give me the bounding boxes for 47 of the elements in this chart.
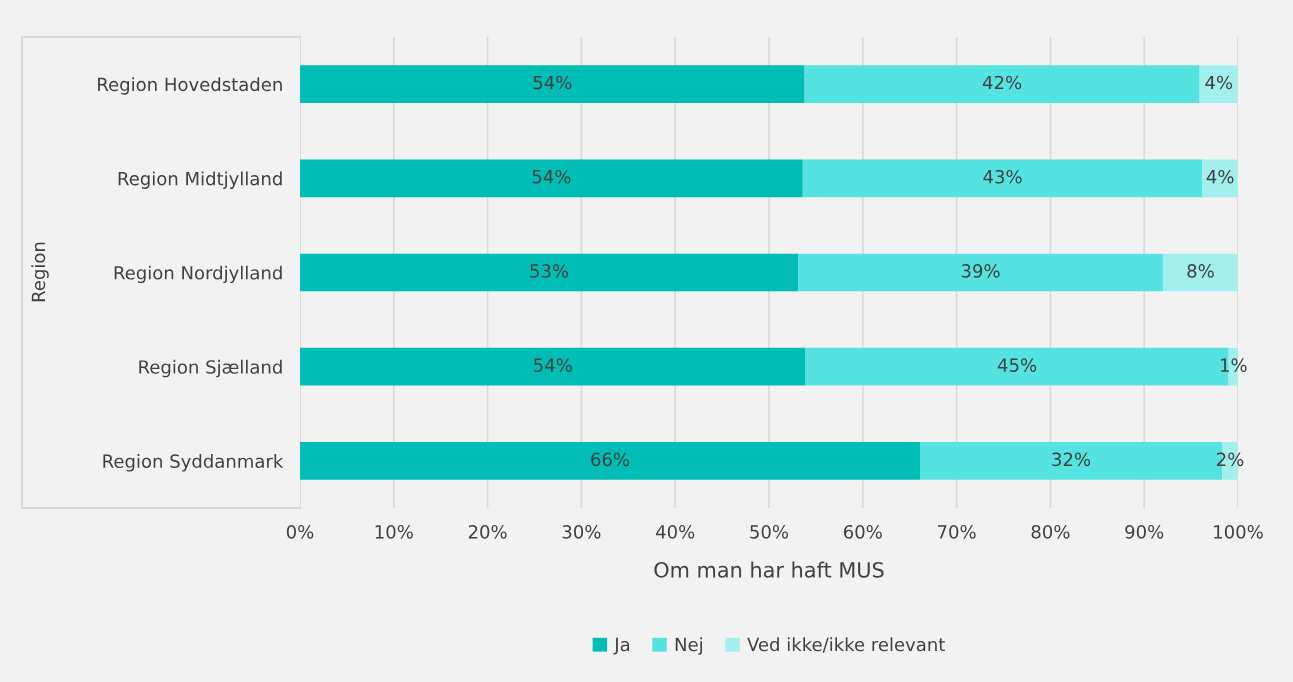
bar xyxy=(802,159,1203,198)
bar xyxy=(300,253,799,292)
x-tick-label: 30% xyxy=(562,524,601,539)
data-label: 32% xyxy=(1052,452,1091,467)
data-label: 54% xyxy=(533,75,572,90)
x-tick-label: 10% xyxy=(375,524,413,539)
data-label: 43% xyxy=(983,169,1022,184)
x-tick-label: 20% xyxy=(468,524,507,539)
bar xyxy=(798,253,1163,292)
data-label: 39% xyxy=(961,264,1000,278)
x-axis-title: Om man har haft MUS xyxy=(654,561,884,578)
bar xyxy=(300,347,806,386)
data-label: 42% xyxy=(982,75,1022,90)
data-label: 8% xyxy=(1187,264,1214,278)
x-tick-label: 50% xyxy=(750,524,789,539)
bar xyxy=(1199,65,1238,103)
y-tick-label: Region Sjælland xyxy=(139,359,282,378)
y-tick-label: Region Nordjylland xyxy=(114,265,282,284)
data-label: 54% xyxy=(532,169,571,184)
x-tick-label: 90% xyxy=(1125,524,1164,539)
data-label: 66% xyxy=(591,452,630,467)
bar xyxy=(1162,253,1238,292)
bar xyxy=(300,159,803,198)
data-label: 2% xyxy=(1217,452,1244,467)
y-tick-label: Region Midtjylland xyxy=(118,171,282,189)
data-label: 1% xyxy=(1220,358,1247,372)
data-label: 4% xyxy=(1205,75,1233,90)
bar xyxy=(1202,159,1238,198)
x-tick-label: 40% xyxy=(656,524,695,539)
x-tick-label: 80% xyxy=(1031,524,1070,539)
legend-label: Ved ikke/ikke relevant xyxy=(747,637,945,653)
bar xyxy=(300,442,921,480)
data-label: 54% xyxy=(534,358,572,372)
data-label: 53% xyxy=(530,264,569,278)
legend-label: Ja xyxy=(613,637,630,655)
x-tick-label: 100% xyxy=(1214,524,1263,539)
x-tick-label: 0% xyxy=(286,524,314,539)
bar xyxy=(804,65,1200,103)
y-axis-title: Region xyxy=(31,242,49,302)
data-label: 45% xyxy=(997,358,1037,372)
y-tick-label: Region Syddanmark xyxy=(103,454,284,472)
legend-label: Nej xyxy=(675,637,702,655)
data-label: 4% xyxy=(1206,169,1234,184)
x-tick-label: 60% xyxy=(844,524,882,539)
x-tick-label: 70% xyxy=(938,524,976,539)
bar xyxy=(300,65,805,103)
y-tick-label: Region Hovedstaden xyxy=(98,77,282,95)
